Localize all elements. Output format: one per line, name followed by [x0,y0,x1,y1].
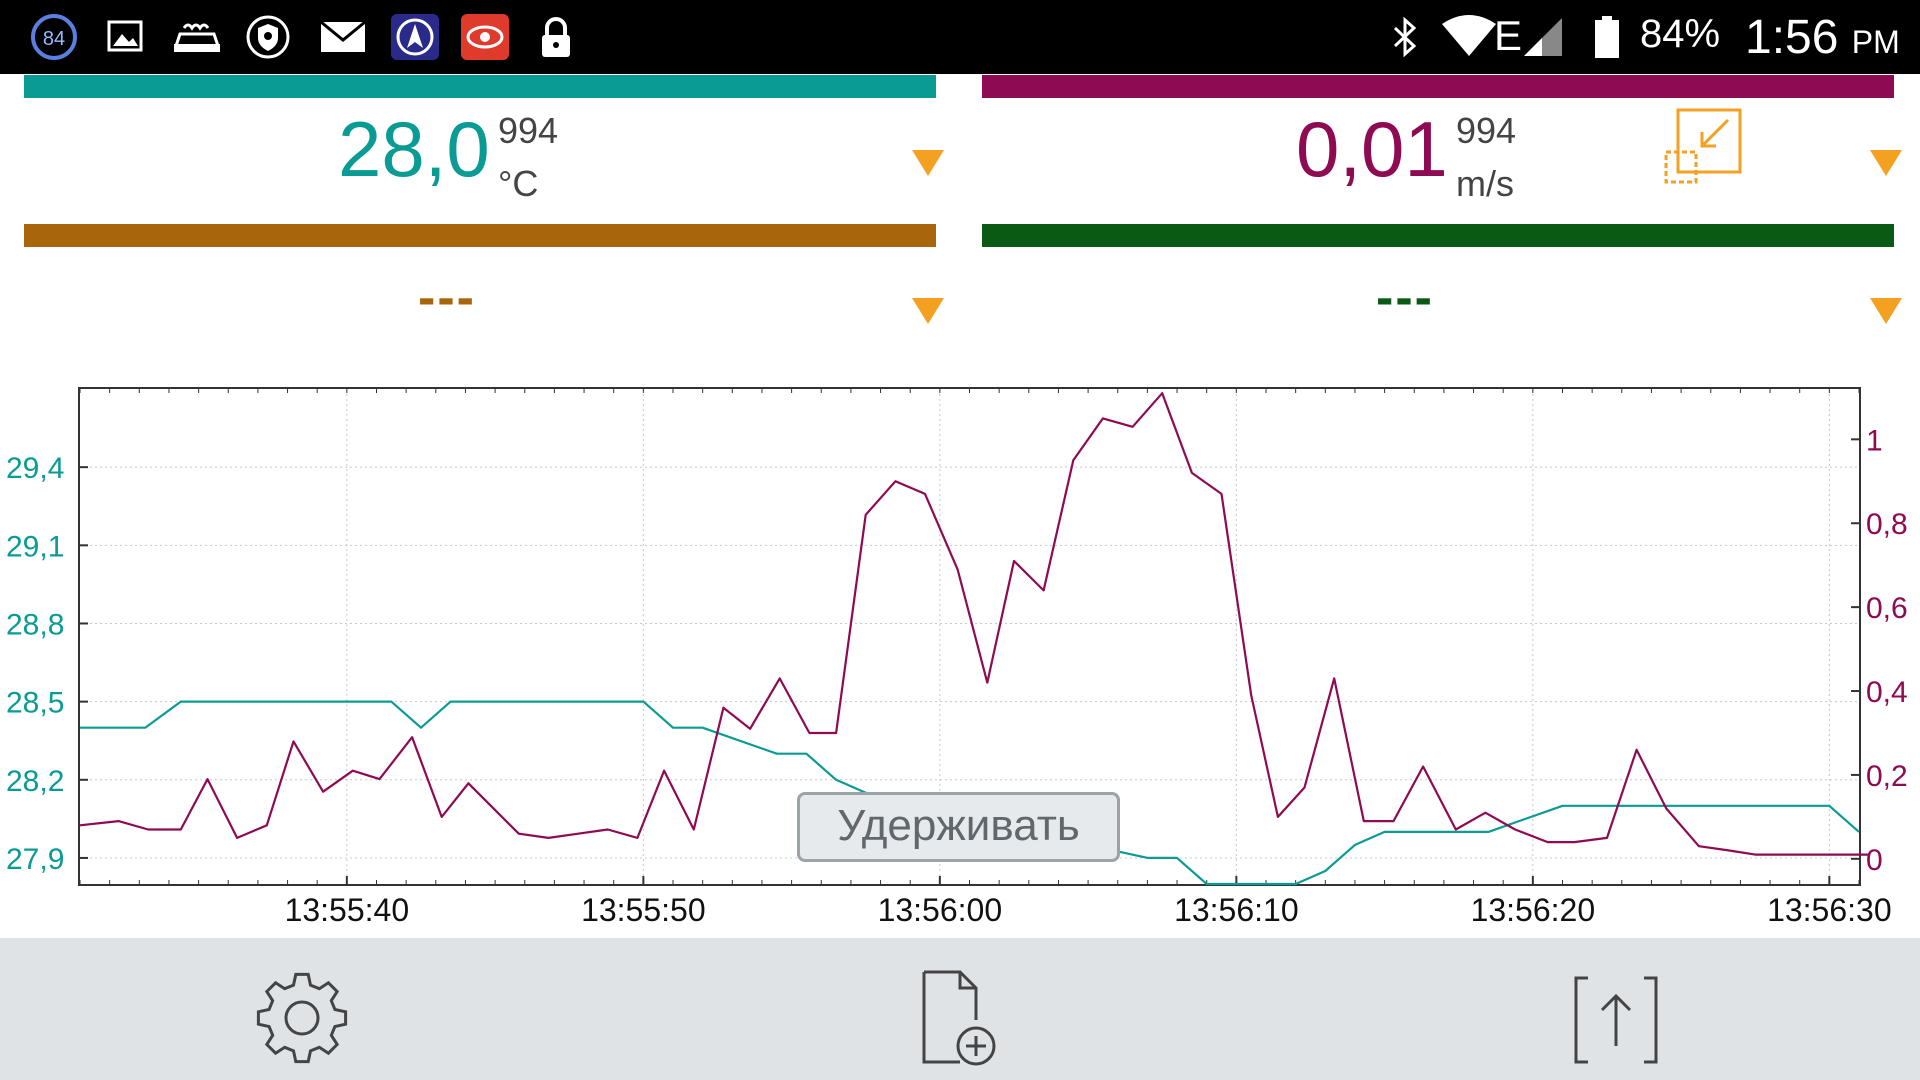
velocity-series-line [79,392,1868,856]
bottom-toolbar [0,938,1920,1080]
minimize-icon[interactable] [1662,108,1746,188]
y-right-tick-label: 1 [1866,424,1883,457]
car-wash-icon [173,23,221,52]
badge-84-icon: 84 [31,14,77,60]
channel-velocity-value: 0,01 [1296,105,1448,193]
y-left-tick-label: 28,8 [6,608,64,641]
measurement-chart[interactable]: 29,429,128,828,528,227,9 10,80,60,40,20 … [0,380,1920,940]
shield-icon [246,15,290,59]
channel-4-dropdown-icon[interactable] [1870,298,1902,324]
y-left-tick-label: 28,2 [6,765,64,798]
channel-velocity-dropdown-icon[interactable] [1870,150,1902,176]
hold-button[interactable]: Удерживать [797,792,1120,862]
channel-3-dropdown-icon[interactable] [912,298,944,324]
wifi-icon [1442,15,1496,56]
image-icon [107,20,143,52]
x-tick-label: 13:56:10 [1174,892,1299,928]
y-left-tick-label: 28,5 [6,687,64,720]
y-axis-right: 1 0,8 0,6 0,4 0,2 0 [1851,424,1908,877]
x-tick-label: 13:56:30 [1767,892,1892,928]
navigation-app-icon [391,14,439,60]
battery-icon [1595,16,1619,58]
channel-temperature-color-bar [24,75,936,98]
eye-app-icon [461,14,509,60]
channel-4-color-bar [982,224,1894,247]
channel-4-value: --- [1376,269,1434,327]
y-right-tick-label: 0,8 [1866,508,1908,541]
x-tick-label: 13:55:40 [285,892,410,928]
clock-time: 1:56 [1745,11,1839,64]
svg-text:84: 84 [43,28,65,50]
channel-temperature-dropdown-icon[interactable] [912,150,944,176]
new-file-icon[interactable] [910,968,1010,1068]
y-right-tick-label: 0,6 [1866,592,1908,625]
temperature-series-line [80,700,1860,886]
clock-ampm: PM [1851,24,1900,60]
chart-frame [78,387,1861,886]
battery-percent: 84% [1640,12,1721,56]
bluetooth-icon [1393,16,1417,58]
channel-velocity-count: 994 [1456,110,1517,151]
y-right-tick-label: 0,2 [1866,760,1908,793]
y-right-tick-label: 0,4 [1866,676,1908,709]
channel-temperature-value: 28,0 [338,105,490,193]
mail-icon [320,20,366,52]
channel-3-color-bar [24,224,936,247]
x-axis: 13:55:40 13:55:50 13:56:00 13:56:10 13:56:20… [79,389,1892,928]
channel-temperature-unit: °C [498,163,539,204]
x-tick-label: 13:56:20 [1471,892,1596,928]
export-icon[interactable] [1566,968,1666,1068]
y-left-tick-label: 29,4 [6,452,64,485]
network-type: E [1494,12,1523,59]
settings-gear-icon[interactable] [252,968,352,1068]
channel-3-value: --- [418,269,476,327]
x-tick-label: 13:55:50 [581,892,706,928]
y-right-tick-label: 0 [1866,844,1883,877]
status-bar: 84 E [0,0,1920,74]
chart-series [79,392,1868,886]
signal-icon [1524,18,1562,56]
clock: 1:56 PM [1745,10,1900,65]
y-left-tick-label: 27,9 [6,843,64,876]
y-left-tick-label: 29,1 [6,530,64,563]
x-tick-label: 13:56:00 [878,892,1003,928]
channel-velocity-color-bar [982,75,1894,98]
channel-velocity-unit: m/s [1456,163,1514,204]
lock-icon [542,17,570,57]
channel-temperature-count: 994 [498,110,559,151]
y-axis-left: 29,4 29,1 28,8 28,5 28,2 27,9 [6,452,88,876]
